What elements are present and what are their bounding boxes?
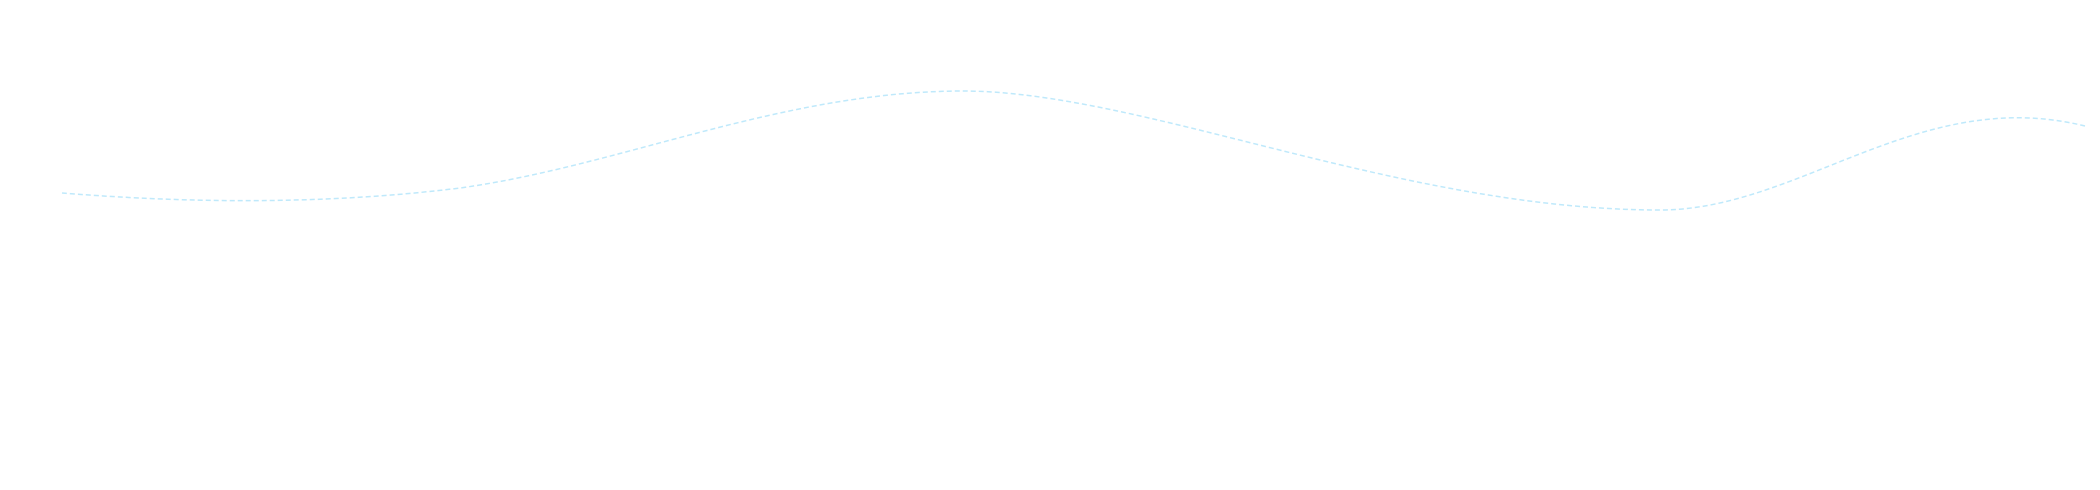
decorative-wave-line	[61, 90, 2086, 211]
